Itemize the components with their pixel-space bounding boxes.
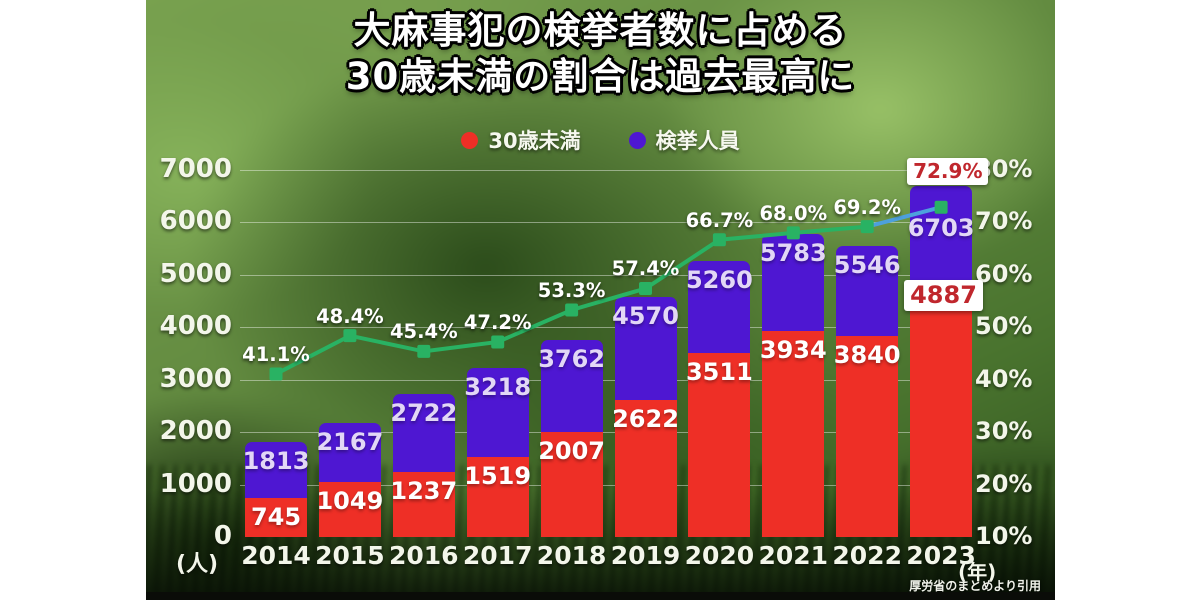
legend-item-total: 検挙人員 xyxy=(628,125,740,155)
bar-under30-2015 xyxy=(318,482,381,537)
pct-label-2014: 41.1% xyxy=(242,342,310,366)
gridline-3000 xyxy=(240,379,966,381)
left-tick-7000: 7000 xyxy=(159,154,232,184)
value-total-2019: 4570 xyxy=(612,302,679,331)
right-tick-60%: 60% xyxy=(975,259,1033,288)
x-label-2021: 2021 xyxy=(758,541,829,570)
left-tick-2000: 2000 xyxy=(159,416,232,447)
legend: 30歳未満 検挙人員 xyxy=(146,125,1055,155)
value-under30-2016: 1237 xyxy=(390,477,458,506)
x-label-2020: 2020 xyxy=(684,541,755,570)
left-axis-unit: (人) xyxy=(176,552,219,577)
value-total-2014: 1813 xyxy=(242,446,310,475)
infographic-canvas: 大麻事犯の検挙者数に占める 30歳未満の割合は過去最高に 30歳未満 検挙人員 … xyxy=(146,0,1055,600)
left-tick-0: 0 xyxy=(213,521,232,551)
gridline-6000 xyxy=(240,222,966,224)
right-tick-70%: 70% xyxy=(975,207,1033,236)
right-tick-10%: 10% xyxy=(975,522,1033,550)
chart-title-line2: 30歳未満の割合は過去最高に xyxy=(345,55,856,98)
value-under30-2015: 1049 xyxy=(316,487,384,515)
x-label-2022: 2022 xyxy=(832,541,902,570)
value-under30-2018: 2007 xyxy=(538,436,605,465)
chart-title: 大麻事犯の検挙者数に占める 30歳未満の割合は過去最高に xyxy=(146,8,1055,100)
gridline-7000 xyxy=(240,170,966,171)
bar-under30-2019 xyxy=(614,399,677,537)
legend-item-under30: 30歳未満 xyxy=(461,125,581,155)
legend-label-total: 検挙人員 xyxy=(655,129,740,153)
value-total-2017: 3218 xyxy=(464,373,532,402)
left-tick-4000: 4000 xyxy=(159,311,232,342)
right-tick-40%: 40% xyxy=(975,364,1033,393)
legend-label-under30: 30歳未満 xyxy=(488,129,581,153)
x-label-2018: 2018 xyxy=(536,541,607,570)
bar-under30-2020 xyxy=(688,352,751,537)
x-axis-unit: (年) xyxy=(958,560,997,584)
x-label-2017: 2017 xyxy=(462,541,533,570)
value-total-2022: 5546 xyxy=(833,251,901,280)
pct-label-2015: 48.4% xyxy=(316,304,384,328)
source-note: 厚労省のまとめより引用 xyxy=(909,579,1041,593)
x-label-2019: 2019 xyxy=(610,541,681,570)
value-under30-2019: 2622 xyxy=(612,404,679,433)
x-label-2015: 2015 xyxy=(315,541,385,570)
value-under30-2014: 745 xyxy=(250,502,302,531)
value-total-2016: 2722 xyxy=(390,399,458,428)
value-total-2015: 2167 xyxy=(316,428,384,457)
x-label-2023: 2023 xyxy=(906,541,976,570)
left-tick-1000: 1000 xyxy=(159,468,232,499)
right-tick-20%: 20% xyxy=(975,469,1033,498)
pct-label-2016: 45.4% xyxy=(389,320,458,344)
value-under30-2017: 1519 xyxy=(464,462,532,491)
x-label-2014: 2014 xyxy=(241,541,311,570)
value-under30-2022: 3840 xyxy=(833,340,901,369)
bottom-black-bar xyxy=(146,592,1055,600)
pct-label-2017: 47.2% xyxy=(463,310,532,334)
gridline-1000 xyxy=(240,484,966,486)
x-label-2016: 2016 xyxy=(389,541,459,570)
bar-under30-2018 xyxy=(540,431,603,537)
gridline-2000 xyxy=(240,432,966,434)
bar-under30-2014 xyxy=(245,497,307,537)
bar-under30-2016 xyxy=(392,472,455,537)
pct-label-2023: 72.9% xyxy=(907,158,989,186)
bar-under30-2023 xyxy=(910,280,973,537)
value-total-2018: 3762 xyxy=(538,344,605,373)
pct-label-2022: 69.2% xyxy=(833,195,902,219)
left-tick-6000: 6000 xyxy=(159,206,232,237)
legend-dot-red-icon xyxy=(461,131,479,149)
bar-under30-2017 xyxy=(466,457,529,537)
pct-label-2020: 66.7% xyxy=(685,208,754,232)
legend-dot-purple-icon xyxy=(628,131,646,149)
right-tick-50%: 50% xyxy=(975,312,1033,341)
pct-label-2018: 53.3% xyxy=(537,278,606,302)
value-under30-2023: 4887 xyxy=(904,279,983,311)
pct-label-2021: 68.0% xyxy=(759,201,828,225)
left-tick-5000: 5000 xyxy=(159,258,232,289)
right-tick-30%: 30% xyxy=(975,417,1033,446)
chart-title-line1: 大麻事犯の検挙者数に占める xyxy=(353,9,848,52)
left-tick-3000: 3000 xyxy=(159,363,232,394)
pct-label-2019: 57.4% xyxy=(611,257,680,281)
